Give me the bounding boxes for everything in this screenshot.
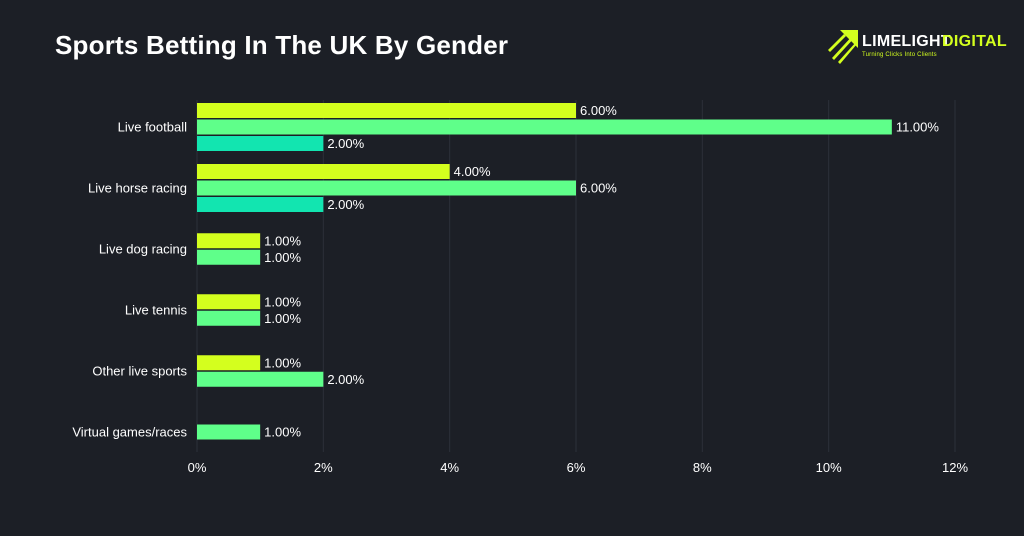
- arrow-streak-logo-icon: [828, 30, 858, 64]
- data-label: 1.00%: [264, 250, 301, 265]
- category-label: Live dog racing: [99, 242, 187, 257]
- data-label: 2.00%: [327, 372, 364, 387]
- x-tick-label: 0%: [188, 460, 207, 475]
- data-label: 1.00%: [264, 233, 301, 248]
- data-label: 1.00%: [264, 425, 301, 440]
- logo-word-accent: DIGITAL: [942, 33, 1007, 50]
- logo-word-primary: LIMELIGHT: [862, 33, 951, 50]
- data-label: 4.00%: [454, 164, 491, 179]
- x-tick-label: 2%: [314, 460, 333, 475]
- bar: [197, 180, 576, 196]
- data-label: 6.00%: [580, 103, 617, 118]
- category-label: Live football: [118, 120, 187, 135]
- bar: [197, 355, 261, 371]
- data-label: 1.00%: [264, 294, 301, 309]
- data-label: 1.00%: [264, 311, 301, 326]
- bar: [197, 197, 324, 212]
- x-tick-label: 10%: [816, 460, 842, 475]
- brand-logo: LIMELIGHT DIGITAL Turning Clicks Into Cl…: [826, 28, 1007, 68]
- bar: [197, 310, 261, 326]
- data-label: 2.00%: [327, 197, 364, 212]
- bar: [197, 164, 450, 179]
- bar: [197, 294, 261, 310]
- logo-tagline: Turning Clicks Into Clients: [862, 52, 937, 58]
- category-label: Live horse racing: [88, 181, 187, 196]
- data-label: 1.00%: [264, 355, 301, 370]
- x-tick-label: 8%: [693, 460, 712, 475]
- category-label: Live tennis: [125, 303, 188, 318]
- bar: [197, 136, 324, 151]
- x-tick-label: 6%: [567, 460, 586, 475]
- bar: [197, 119, 892, 135]
- bar: [197, 424, 261, 440]
- bar: [197, 249, 261, 265]
- bar: [197, 103, 576, 118]
- bar: [197, 371, 324, 387]
- category-label: Other live sports: [92, 364, 187, 379]
- data-label: 6.00%: [580, 181, 617, 196]
- x-tick-label: 12%: [942, 460, 968, 475]
- data-label: 11.00%: [896, 120, 940, 135]
- category-label: Virtual games/races: [72, 425, 187, 440]
- chart-title: Sports Betting In The UK By Gender: [55, 30, 509, 60]
- x-tick-label: 4%: [440, 460, 459, 475]
- data-label: 2.00%: [327, 136, 364, 151]
- bar: [197, 233, 261, 249]
